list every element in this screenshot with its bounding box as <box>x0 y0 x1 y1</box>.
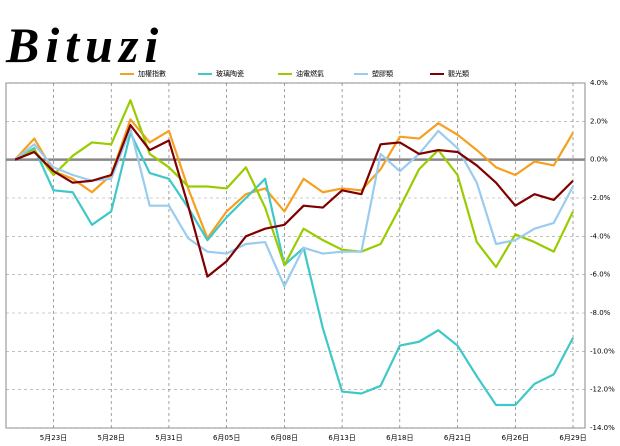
series-line <box>14 99 574 269</box>
y-tick-label: -12.0% <box>590 386 615 394</box>
legend-label: 玻璃陶瓷 <box>216 69 244 78</box>
x-tick-label: 6月05日 <box>213 434 240 442</box>
legend-label: 觀光類 <box>448 69 469 78</box>
y-tick-label: -14.0% <box>590 424 615 432</box>
x-tick-label: 6月18日 <box>386 434 413 442</box>
y-tick-label: -4.0% <box>590 232 611 240</box>
y-tick-label: -2.0% <box>590 194 611 202</box>
legend-label: 油電燃氣 <box>296 69 324 78</box>
x-tick-label: 6月08日 <box>271 434 298 442</box>
y-tick-label: -6.0% <box>590 271 611 279</box>
y-tick-label: 4.0% <box>590 79 608 87</box>
x-tick-label: 5月23日 <box>40 434 67 442</box>
legend-label: 塑膠類 <box>372 69 393 78</box>
series-line <box>14 118 574 240</box>
y-tick-label: -8.0% <box>590 309 611 317</box>
series-line <box>14 127 574 288</box>
legend-label: 加權指數 <box>138 69 166 78</box>
x-tick-label: 6月21日 <box>444 434 471 442</box>
logo: Bituzi <box>5 17 164 73</box>
x-tick-label: 5月28日 <box>98 434 125 442</box>
x-tick-label: 6月29日 <box>559 434 586 442</box>
y-tick-label: 0.0% <box>590 156 608 164</box>
series-line <box>14 124 574 278</box>
x-tick-label: 6月26日 <box>502 434 529 442</box>
x-tick-label: 5月31日 <box>155 434 182 442</box>
y-tick-label: -10.0% <box>590 347 615 355</box>
series-line <box>14 131 574 407</box>
x-tick-label: 6月13日 <box>328 434 355 442</box>
y-tick-label: 2.0% <box>590 117 608 125</box>
